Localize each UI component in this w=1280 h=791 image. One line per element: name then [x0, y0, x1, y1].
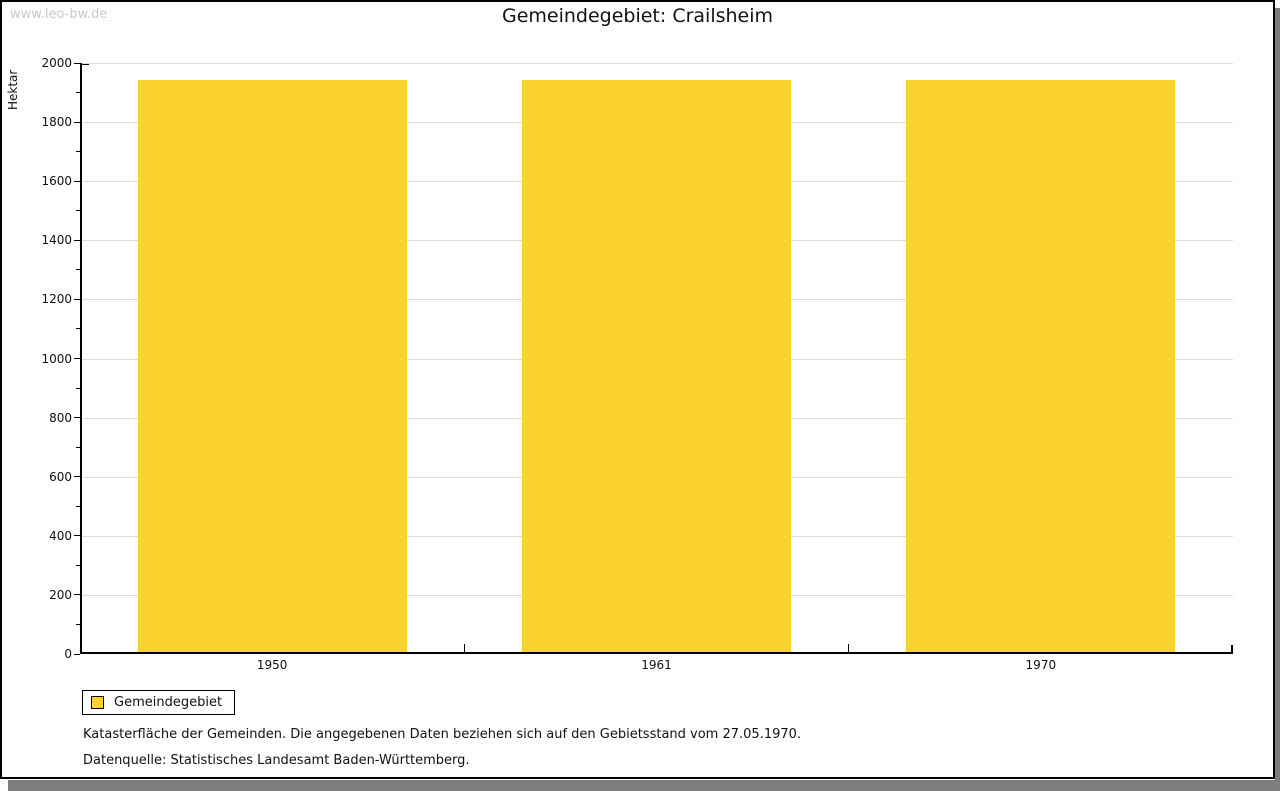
x-tick-label-1950: 1950	[256, 658, 288, 672]
y-minor-tick-1100	[76, 328, 80, 330]
y-tick-label-200: 200	[49, 587, 72, 602]
y-axis-line	[80, 63, 82, 654]
y-minor-tick-1700	[76, 151, 80, 153]
y-tick-600	[74, 476, 80, 478]
y-tick-label-1600: 1600	[41, 174, 72, 189]
chart-title: Gemeindegebiet: Crailsheim	[501, 5, 774, 27]
y-axis-title: Hektar	[6, 69, 20, 110]
footnote-source-note: Katasterfläche der Gemeinden. Die angege…	[83, 727, 802, 742]
y-tick-1400	[74, 239, 80, 241]
footnote-data-source: Datenquelle: Statistisches Landesamt Bad…	[83, 753, 470, 768]
y-tick-label-600: 600	[49, 469, 72, 484]
y-minor-tick-1300	[76, 269, 80, 271]
bar-1970	[906, 80, 1176, 652]
y-minor-tick-900	[76, 387, 80, 389]
y-minor-tick-100	[76, 623, 80, 625]
y-tick-1200	[74, 298, 80, 300]
y-tick-label-1800: 1800	[41, 115, 72, 130]
y-tick-1600	[74, 180, 80, 182]
y-tick-label-1400: 1400	[41, 233, 72, 248]
y-tick-800	[74, 417, 80, 419]
y-tick-label-0: 0	[64, 647, 72, 661]
y-tick-label-1000: 1000	[41, 351, 72, 366]
y-tick-label-800: 800	[49, 410, 72, 425]
y-minor-tick-500	[76, 505, 80, 507]
y-tick-1000	[74, 358, 80, 359]
y-axis-end-cap	[80, 63, 89, 65]
legend-box: Gemeindegebiet	[82, 690, 236, 715]
x-axis-end-cap	[1231, 645, 1233, 654]
plot-area: 0 200 400 600 800 1000 1200 1400 1600 1800 2000 195…	[41, 56, 1233, 672]
y-tick-200	[74, 594, 80, 596]
y-tick-1800	[74, 121, 80, 123]
y-minor-tick-1900	[76, 92, 80, 94]
x-tick-label-1970: 1970	[1025, 658, 1057, 672]
y-tick-0	[74, 653, 80, 655]
y-tick-label-2000: 2000	[41, 56, 72, 70]
y-tick-400	[74, 535, 80, 537]
legend-label: Gemeindegebiet	[114, 695, 223, 710]
y-minor-tick-1500	[76, 210, 80, 212]
y-tick-2000	[74, 62, 80, 64]
y-tick-label-1200: 1200	[41, 292, 72, 307]
x-tick-label-1961: 1961	[641, 658, 672, 672]
bar-1950	[137, 80, 407, 652]
x-tick-boundary-1	[463, 644, 465, 652]
legend-swatch-icon	[91, 696, 104, 709]
panel-shadow-right	[1275, 8, 1280, 780]
x-axis-line	[80, 652, 1233, 654]
y-minor-tick-700	[76, 446, 80, 448]
y-minor-tick-300	[76, 564, 80, 566]
bar-1961	[521, 80, 791, 652]
x-tick-boundary-2	[848, 644, 850, 652]
y-tick-label-400: 400	[49, 528, 72, 543]
gridline-y-2000	[82, 63, 1233, 64]
panel-shadow-bottom	[8, 780, 1280, 791]
watermark: www.leo-bw.de	[10, 7, 108, 22]
